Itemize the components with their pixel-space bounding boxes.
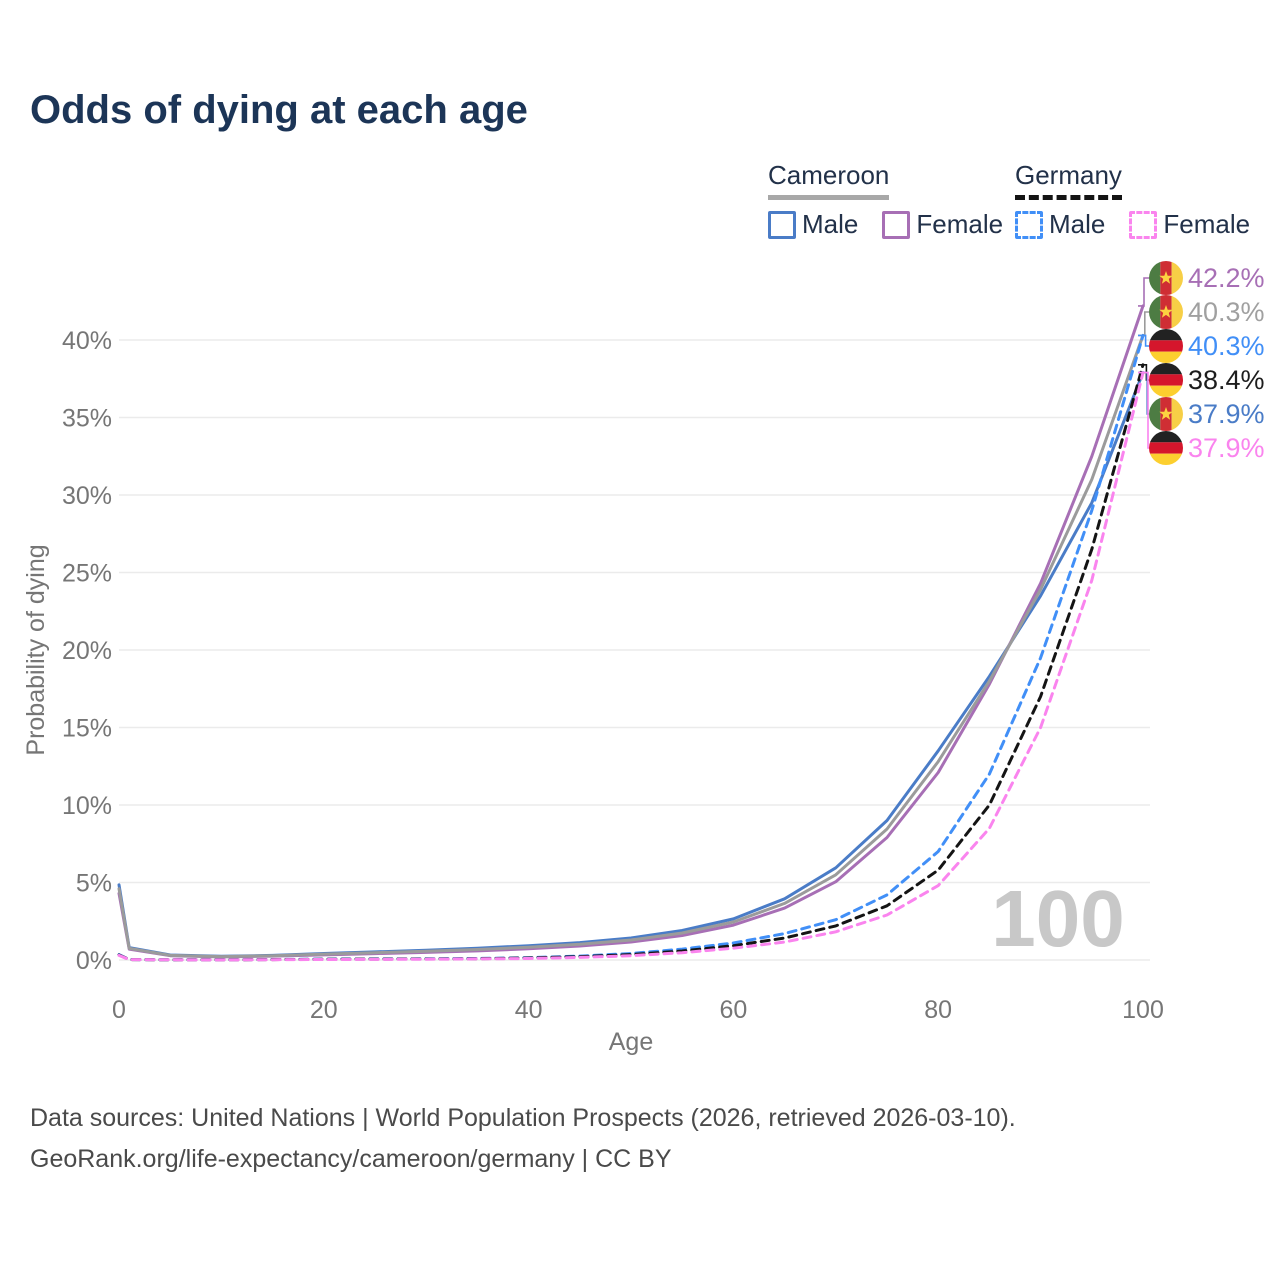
axis-labels: 0% 5% 10% 15% 20% 25% 30% 35% 40% 0 20 40 60 80 100 Age… bbox=[22, 327, 1164, 1056]
y-tick-label: 0% bbox=[76, 947, 112, 975]
end-value-label[interactable]: 40.3% bbox=[1188, 331, 1265, 361]
x-axis-title: Age bbox=[609, 1028, 653, 1056]
cameroon-flag-icon bbox=[1149, 397, 1183, 431]
legend-label: Male bbox=[1049, 209, 1106, 239]
legend-group-germany: Germany Male Female bbox=[1015, 160, 1250, 240]
series-line-germany-both-sexes[interactable] bbox=[117, 363, 1145, 962]
x-tick-label: 100 bbox=[1122, 996, 1164, 1024]
end-labels: 42.2% 40.3% 40.3% 38.4% 37.9% 37.9% bbox=[1138, 261, 1265, 465]
germany-flag-icon bbox=[1149, 329, 1183, 363]
y-tick-label: 35% bbox=[62, 405, 112, 433]
end-label-leader bbox=[1138, 277, 1149, 307]
germany-male-swatch-icon bbox=[1015, 210, 1043, 239]
x-tick-label: 80 bbox=[924, 996, 952, 1024]
x-tick-label: 40 bbox=[515, 996, 543, 1024]
x-tick-label: 20 bbox=[310, 996, 338, 1024]
germany-flag-icon bbox=[1149, 363, 1183, 397]
end-value-label[interactable]: 37.9% bbox=[1188, 399, 1265, 429]
y-tick-label: 15% bbox=[62, 715, 112, 743]
series-line-cameroon-male[interactable] bbox=[117, 371, 1145, 958]
end-label-leader bbox=[1138, 334, 1149, 347]
end-value-label[interactable]: 37.9% bbox=[1188, 433, 1265, 463]
cameroon-female-swatch-icon bbox=[882, 210, 911, 239]
y-tick-label: 5% bbox=[76, 870, 112, 898]
y-tick-label: 20% bbox=[62, 637, 112, 665]
series-line-germany-female[interactable] bbox=[117, 371, 1145, 962]
legend-country-cameroon[interactable]: Cameroon bbox=[768, 160, 890, 200]
legend-item-germany-male[interactable]: Male bbox=[1015, 209, 1105, 240]
cameroon-flag-icon bbox=[1149, 295, 1183, 329]
legend-group-cameroon: Cameroon Male Female bbox=[768, 160, 1003, 240]
age-watermark: 100 bbox=[991, 874, 1124, 963]
end-value-label[interactable]: 38.4% bbox=[1188, 365, 1265, 395]
legend: Cameroon Male Female Germany Male bbox=[0, 160, 1280, 240]
legend-label: Female bbox=[1163, 209, 1251, 239]
legend-item-germany-female[interactable]: Female bbox=[1129, 209, 1250, 240]
y-tick-label: 10% bbox=[62, 792, 112, 820]
legend-label: Female bbox=[916, 209, 1004, 239]
x-tick-label: 0 bbox=[112, 996, 126, 1024]
gridlines bbox=[119, 339, 1150, 961]
series-lines bbox=[117, 304, 1145, 962]
x-tick-label: 60 bbox=[719, 996, 747, 1024]
legend-item-cameroon-female[interactable]: Female bbox=[882, 209, 1003, 240]
y-tick-label: 40% bbox=[62, 327, 112, 355]
page-title: Odds of dying at each age bbox=[30, 88, 528, 132]
series-line-germany-male[interactable] bbox=[117, 333, 1145, 962]
chart-footer: Data sources: United Nations | World Pop… bbox=[30, 1098, 1016, 1180]
legend-item-cameroon-male[interactable]: Male bbox=[768, 209, 858, 240]
end-label-leader bbox=[1138, 371, 1149, 449]
end-value-label[interactable]: 42.2% bbox=[1188, 263, 1265, 293]
y-axis-title: Probability of dying bbox=[22, 544, 50, 755]
attribution-line: GeoRank.org/life-expectancy/cameroon/ger… bbox=[30, 1145, 672, 1173]
series-line-cameroon-both-sexes[interactable] bbox=[117, 333, 1145, 959]
data-sources-line: Data sources: United Nations | World Pop… bbox=[30, 1104, 1016, 1132]
germany-female-swatch-icon bbox=[1129, 210, 1158, 239]
germany-flag-icon bbox=[1149, 431, 1183, 465]
y-tick-label: 25% bbox=[62, 560, 112, 588]
legend-country-germany[interactable]: Germany bbox=[1015, 160, 1122, 200]
end-value-label[interactable]: 40.3% bbox=[1188, 297, 1265, 327]
series-line-cameroon-female[interactable] bbox=[117, 304, 1145, 959]
y-tick-label: 30% bbox=[62, 482, 112, 510]
legend-label: Male bbox=[802, 209, 859, 239]
cameroon-flag-icon bbox=[1149, 261, 1183, 295]
cameroon-male-swatch-icon bbox=[768, 210, 796, 239]
